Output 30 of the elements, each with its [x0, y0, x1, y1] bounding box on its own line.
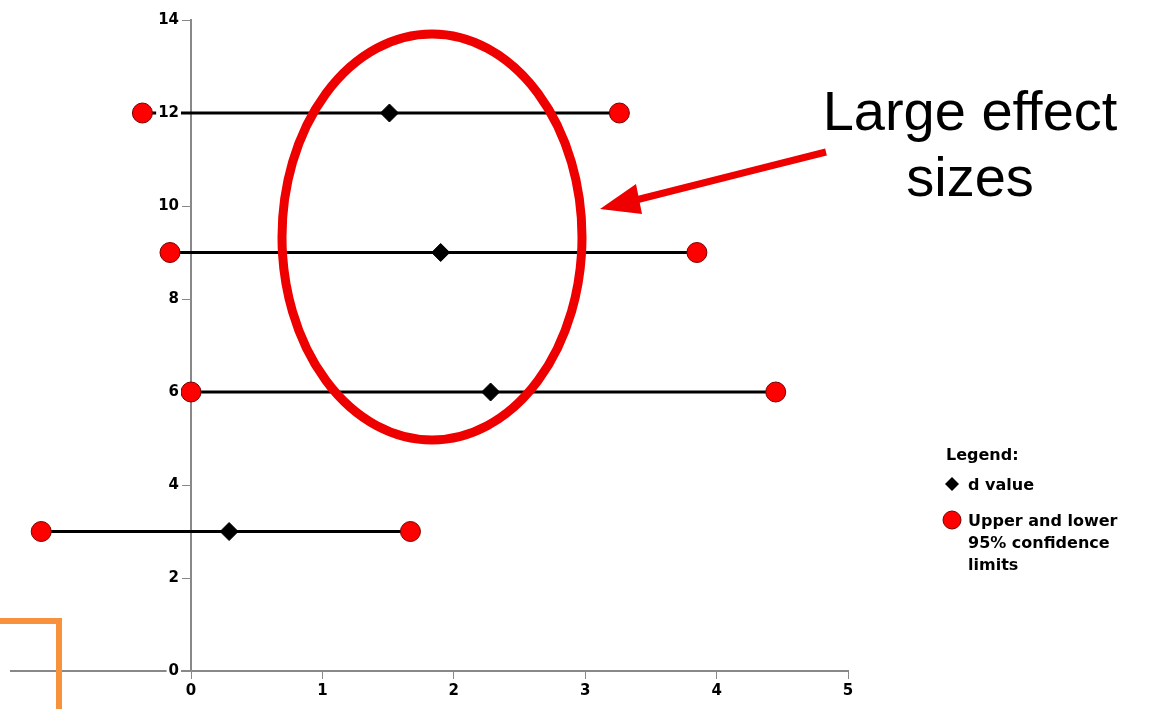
point [379, 103, 399, 123]
x-tick-label: 2 [448, 680, 460, 699]
point [219, 522, 239, 541]
x-tick-label: 0 [185, 680, 197, 699]
y-tick-label: 10 [158, 195, 180, 214]
y-tick-label: 0 [168, 660, 180, 679]
y-tick-label: 2 [168, 567, 180, 586]
x-tick-label: 4 [711, 680, 722, 699]
y-tick-label: 8 [168, 288, 180, 307]
point [159, 242, 181, 263]
point [686, 242, 708, 263]
point [399, 521, 421, 542]
point [131, 102, 153, 124]
y-tick-label: 12 [158, 102, 180, 121]
point [481, 382, 501, 402]
annotation: Large effect sizes [821, 78, 1119, 210]
y-tick-label: 6 [168, 381, 180, 400]
x-tick-label: 5 [842, 680, 854, 699]
x-tick-label: 3 [579, 680, 591, 699]
legend-label: Upper and lower 95% confidence limits [968, 510, 1119, 576]
point [765, 381, 787, 403]
legend-title: Legend: [946, 445, 1020, 464]
point [30, 521, 52, 542]
legend-label: d value [968, 474, 1035, 496]
y-tick-label: 14 [158, 9, 180, 28]
point [608, 102, 630, 124]
x-tick-label: 1 [317, 680, 328, 699]
y-tick-label: 4 [168, 474, 180, 493]
point [431, 243, 451, 262]
point [180, 381, 202, 403]
